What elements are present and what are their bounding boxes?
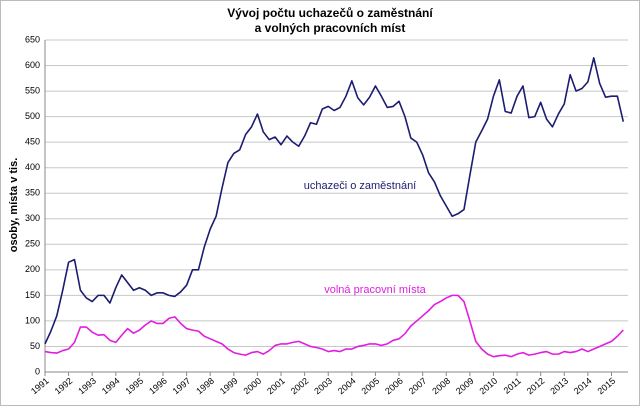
- y-tick-label: 650: [25, 34, 40, 44]
- y-tick-label: 0: [35, 366, 40, 376]
- series-line: [44, 294, 624, 358]
- y-tick-label: 50: [30, 341, 40, 351]
- y-tick-label: 250: [25, 239, 40, 249]
- y-tick-label: 200: [25, 264, 40, 274]
- chart-title: Vývoj počtu uchazečů o zaměstnání: [227, 6, 433, 20]
- y-tick-label: 100: [25, 315, 40, 325]
- y-tick-label: 600: [25, 60, 40, 70]
- y-tick-label: 550: [25, 85, 40, 95]
- series-line: [44, 57, 625, 345]
- y-tick-label: 150: [25, 290, 40, 300]
- y-axis-label: osoby, místa v tis.: [8, 158, 20, 253]
- annotation: volná pracovní místa: [324, 284, 426, 296]
- y-tick-label: 350: [25, 188, 40, 198]
- annotation: uchazeči o zaměstnání: [304, 180, 417, 192]
- chart-title: a volných pracovních míst: [255, 21, 406, 35]
- y-tick-label: 400: [25, 162, 40, 172]
- y-tick-label: 450: [25, 137, 40, 147]
- y-tick-label: 300: [25, 213, 40, 223]
- y-tick-label: 500: [25, 111, 40, 121]
